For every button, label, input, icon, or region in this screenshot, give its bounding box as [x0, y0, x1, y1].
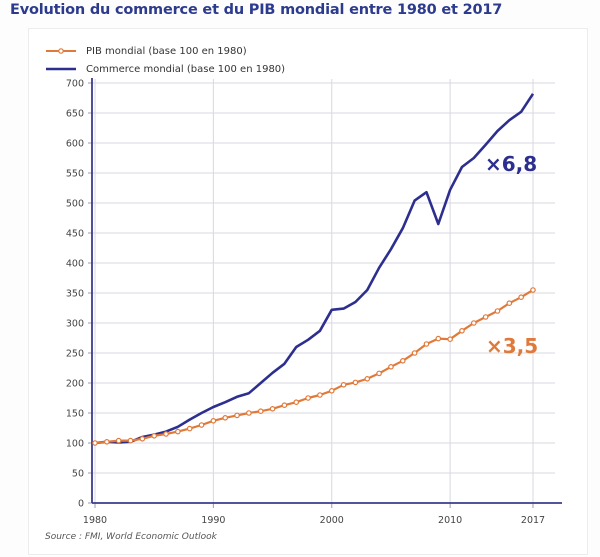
data-point-pib: [234, 412, 240, 419]
data-point-pib: [269, 405, 276, 412]
y-tick-label: 200: [66, 379, 84, 390]
data-point-pib: [482, 314, 489, 320]
data-point-pib: [352, 379, 359, 386]
y-tick-label: 100: [66, 439, 84, 450]
data-point-pib: [447, 336, 453, 343]
y-tick-label: 250: [66, 349, 84, 360]
y-tick-label: 700: [66, 79, 84, 90]
legend-label-pib: PIB mondial (base 100 en 1980): [86, 45, 247, 57]
data-point-pib: [257, 408, 264, 415]
tick-labels: 0 50 100 150 200 250 300 350 400 450 500 550 600 650 7…: [66, 79, 545, 527]
data-point-pib: [388, 363, 394, 370]
source-note: Source : FMI, World Economic Outlook: [45, 532, 217, 542]
data-point-pib: [175, 428, 181, 435]
data-point-pib: [210, 417, 217, 424]
data-point-pib: [246, 410, 252, 416]
y-tick-label: 0: [78, 499, 84, 510]
y-tick-label: 450: [66, 229, 84, 240]
data-point-pib: [518, 294, 524, 301]
legend-item-commerce: Commerce mondial (base 100 en 1980): [46, 60, 285, 78]
grid: [92, 79, 555, 503]
data-point-pib: [127, 437, 134, 444]
data-point-pib: [471, 320, 477, 326]
data-point-pib: [530, 287, 536, 293]
data-point-pib: [435, 335, 442, 342]
legend-item-pib: PIB mondial (base 100 en 1980): [46, 42, 285, 60]
axes: [88, 78, 562, 508]
data-point-pib: [364, 375, 371, 382]
series-line-pib: [94, 289, 534, 445]
chart-panel: [28, 28, 588, 555]
y-tick-label: 550: [66, 169, 84, 180]
y-tick-label: 50: [72, 469, 84, 480]
data-point-pib: [104, 438, 110, 445]
data-point-pib: [163, 431, 169, 437]
chart-title: Evolution du commerce et du PIB mondial …: [10, 2, 503, 18]
data-point-pib: [305, 395, 311, 401]
y-tick-label: 350: [66, 289, 84, 300]
data-point-pib: [186, 425, 193, 432]
x-tick-label: 1990: [201, 515, 225, 526]
x-tick-label: 2000: [320, 515, 344, 526]
x-tick-label: 2010: [438, 515, 462, 526]
data-point-pib: [459, 327, 465, 334]
data-point-pib: [151, 432, 157, 439]
data-point-pib: [317, 392, 323, 398]
data-point-pib: [494, 308, 501, 314]
y-tick-label: 600: [66, 139, 84, 150]
legend-swatch-commerce: [46, 67, 76, 71]
data-point-pib: [222, 414, 229, 421]
legend-label-commerce: Commerce mondial (base 100 en 1980): [86, 63, 286, 75]
annotations: ×6,8 ×3,5: [485, 152, 538, 358]
data-point-pib: [328, 387, 335, 394]
annotation-pib: ×3,5: [486, 334, 538, 358]
y-tick-label: 650: [66, 109, 84, 120]
x-tick-label: 1980: [83, 515, 107, 526]
data-point-pib: [139, 435, 146, 442]
data-point-pib: [198, 422, 205, 428]
y-tick-label: 500: [66, 199, 84, 210]
data-point-pib: [281, 402, 288, 409]
legend: PIB mondial (base 100 en 1980) Commerce …: [46, 42, 285, 78]
x-tick-label: 2017: [521, 515, 545, 526]
data-point-pib: [293, 399, 300, 406]
data-point-pib: [92, 440, 98, 446]
data-point-pib: [340, 381, 347, 388]
annotation-commerce: ×6,8: [485, 152, 537, 176]
data-point-pib: [411, 350, 418, 356]
y-tick-label: 150: [66, 409, 84, 420]
series-line-commerce: [94, 93, 535, 445]
data-point-pib: [115, 437, 122, 444]
y-tick-label: 300: [66, 319, 84, 330]
series-layer: [92, 93, 536, 446]
data-point-pib: [423, 341, 430, 347]
data-point-pib: [506, 300, 513, 307]
data-point-pib: [399, 357, 406, 364]
y-tick-label: 400: [66, 259, 84, 270]
legend-swatch-pib: [46, 48, 76, 54]
data-point-pib: [376, 370, 382, 377]
